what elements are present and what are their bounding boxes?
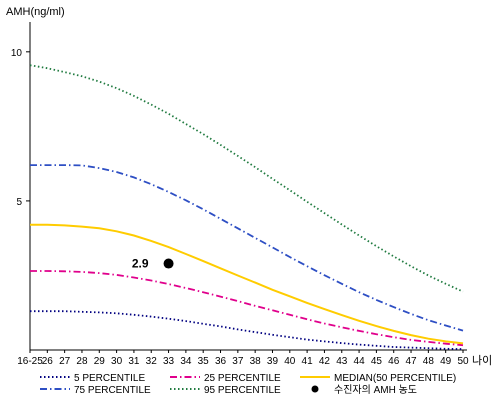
patient-value-point	[163, 258, 174, 269]
patient-value-label: 2.9	[132, 257, 149, 271]
x-tick-label: 28	[76, 356, 88, 367]
x-tick-label: 44	[354, 356, 366, 367]
legend-label: 25 PERCENTILE	[204, 373, 281, 384]
x-tick-label: 27	[59, 356, 71, 367]
y-tick-label: 10	[11, 48, 23, 59]
x-tick-label: 30	[111, 356, 123, 367]
x-tick-label: 42	[319, 356, 331, 367]
legend-swatch-marker	[311, 385, 319, 393]
x-tick-label: 45	[371, 356, 383, 367]
x-tick-label: 34	[180, 356, 192, 367]
series-line	[30, 270, 464, 347]
x-tick-label: 32	[146, 356, 158, 367]
x-tick-label: 33	[163, 356, 175, 367]
x-tick-label: 46	[388, 356, 400, 367]
y-axis-label: AMH(ng/ml)	[6, 6, 65, 18]
x-tick-label: 43	[336, 356, 348, 367]
x-tick-label: 39	[267, 356, 279, 367]
x-tick-label: 37	[232, 356, 244, 367]
x-axis-label: 나이	[472, 354, 492, 367]
x-tick-label: 16-25	[17, 356, 43, 367]
x-tick-label: 49	[440, 356, 452, 367]
series-line	[30, 223, 464, 345]
x-tick-label: 31	[128, 356, 140, 367]
legend-label: 95 PERCENTILE	[204, 385, 281, 396]
x-tick-label: 48	[423, 356, 435, 367]
x-tick-label: 35	[198, 356, 210, 367]
x-tick-label: 29	[94, 356, 106, 367]
x-tick-label: 38	[250, 356, 262, 367]
x-tick-label: 40	[284, 356, 296, 367]
series-layer	[29, 64, 464, 350]
x-tick-label: 41	[302, 356, 314, 367]
legend-label: 수진자의 AMH 농도	[334, 384, 417, 396]
x-tick-label: 50	[457, 356, 469, 367]
legend-label: 75 PERCENTILE	[74, 385, 151, 396]
series-line	[30, 164, 464, 332]
marker-layer: 2.9	[132, 257, 174, 271]
x-tick-label: 47	[405, 356, 417, 367]
legend-label: MEDIAN(50 PERCENTILE)	[334, 373, 456, 384]
x-tick-label: 26	[42, 356, 54, 367]
series-line	[29, 64, 464, 293]
y-tick-label: 5	[16, 197, 22, 208]
series-line	[30, 310, 464, 350]
x-tick-label: 36	[215, 356, 227, 367]
legend-label: 5 PERCENTILE	[74, 373, 145, 384]
